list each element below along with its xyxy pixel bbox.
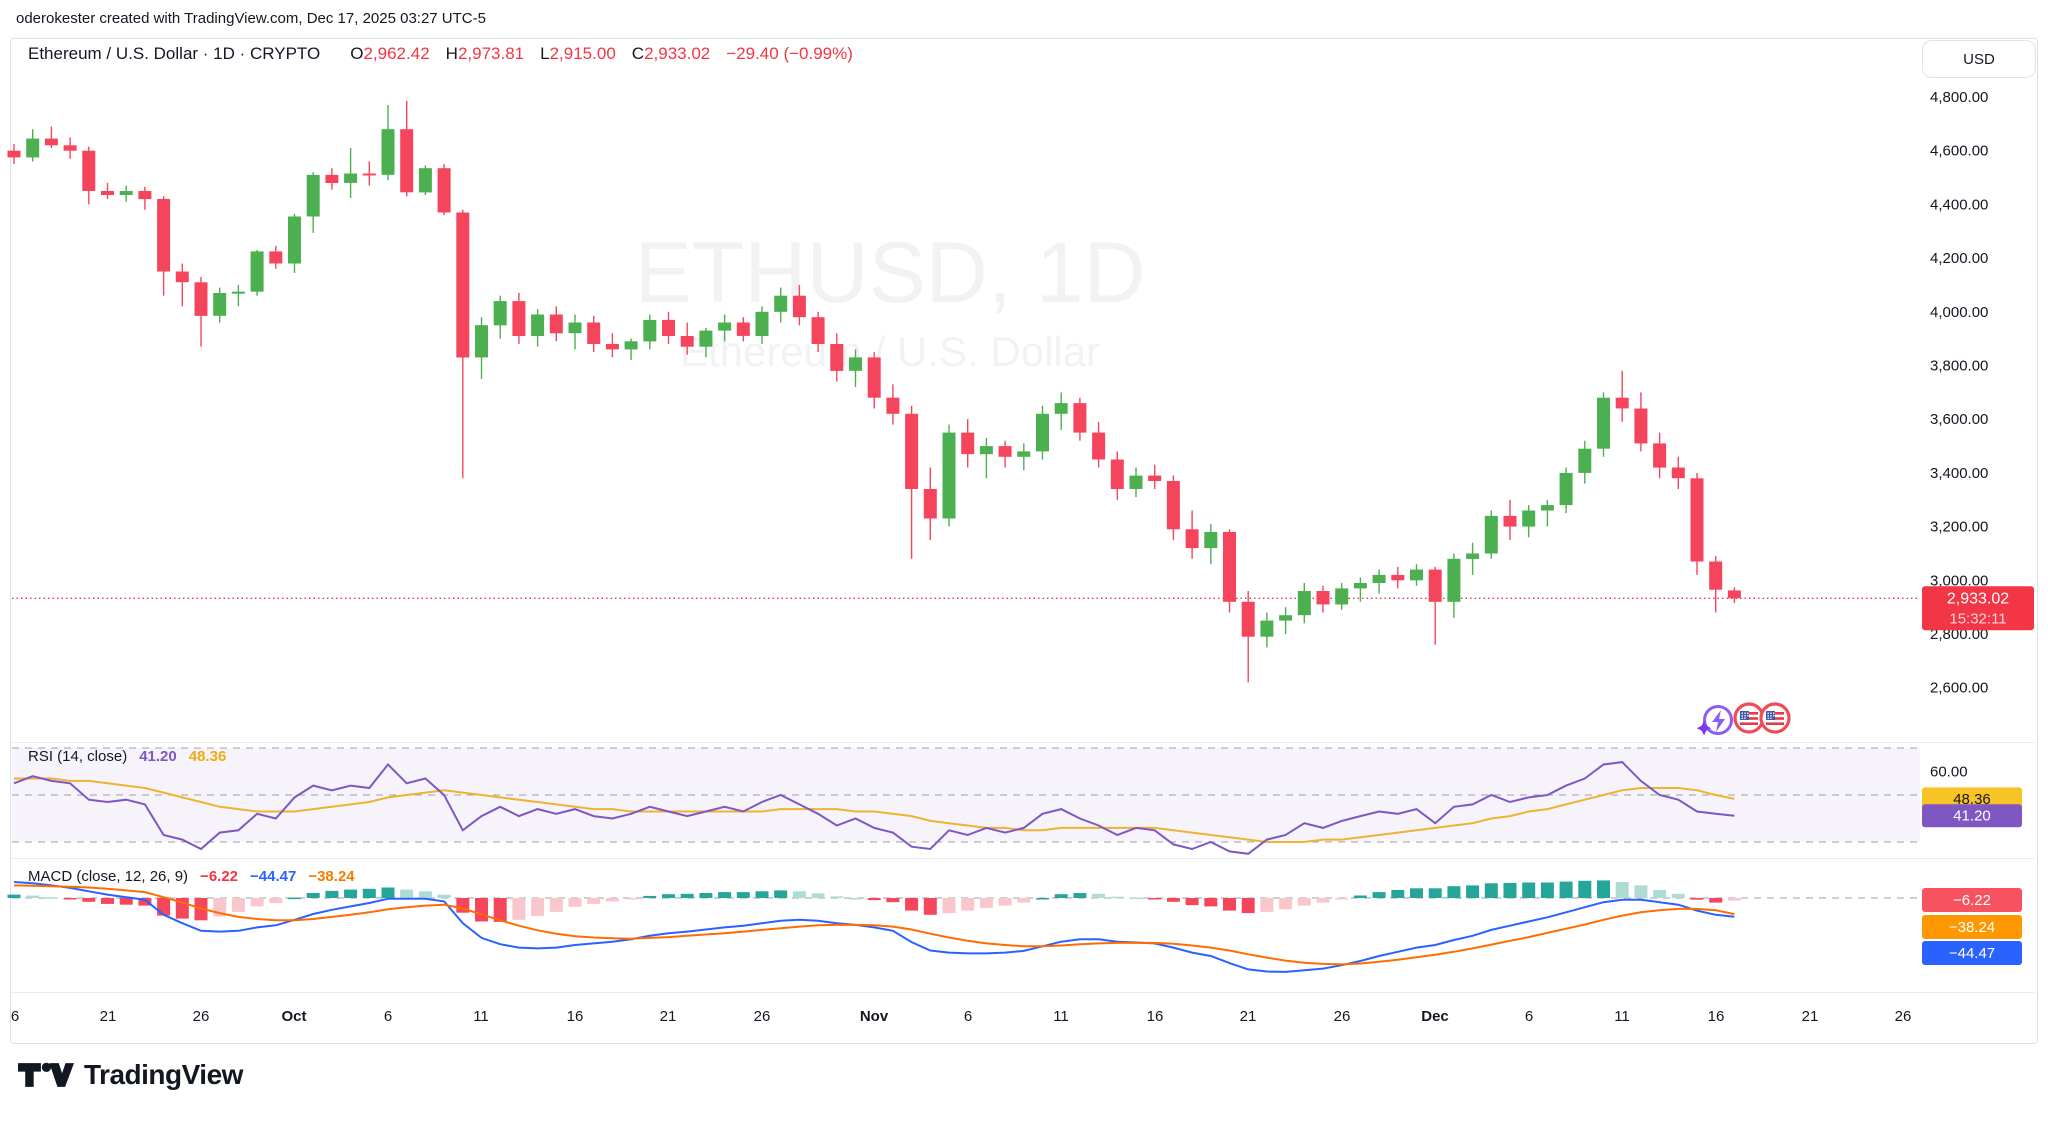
rsi-pane-title: RSI (14, close) 41.20 48.36 (28, 748, 226, 765)
currency-usd-button[interactable]: USD (1922, 40, 2036, 78)
svg-text:26: 26 (1895, 1008, 1912, 1025)
svg-text:48.36: 48.36 (1953, 791, 1991, 808)
svg-text:4,800.00: 4,800.00 (1930, 89, 1988, 106)
ai-sparkle-icon (1696, 705, 1733, 736)
svg-text:15:32:11: 15:32:11 (1949, 610, 2006, 627)
tradingview-logo[interactable]: TradingView (18, 1058, 243, 1092)
macd-indicator-label[interactable]: MACD (close, 12, 26, 9) (28, 868, 189, 885)
svg-text:−38.24: −38.24 (1949, 919, 1995, 936)
rsi-value: 41.20 (139, 748, 177, 765)
change-readout: −29.40 (−0.99%) (726, 44, 853, 63)
svg-text:4,000.00: 4,000.00 (1930, 304, 1988, 321)
svg-text:3,200.00: 3,200.00 (1930, 519, 1988, 536)
svg-text:−44.47: −44.47 (1949, 945, 1995, 962)
svg-text:21: 21 (660, 1008, 677, 1025)
svg-text:3,600.00: 3,600.00 (1930, 411, 1988, 428)
event-icons[interactable] (1696, 702, 1791, 736)
high-readout: H2,973.81 (445, 44, 525, 63)
svg-text:2,933.02: 2,933.02 (1947, 590, 2009, 607)
macd-signal-value: −38.24 (308, 868, 355, 885)
svg-text:26: 26 (754, 1008, 771, 1025)
low-readout: L2,915.00 (540, 44, 616, 63)
macd-line-value: −44.47 (250, 868, 297, 885)
svg-text:41.20: 41.20 (1953, 808, 1991, 825)
svg-text:4,600.00: 4,600.00 (1930, 143, 1988, 160)
svg-text:3,400.00: 3,400.00 (1930, 465, 1988, 482)
svg-text:2,600.00: 2,600.00 (1930, 680, 1988, 697)
svg-text:11: 11 (473, 1008, 489, 1025)
svg-text:ETHUSD, 1D: ETHUSD, 1D (634, 225, 1145, 321)
macd-axis[interactable]: −6.22 −38.24 −44.47 (1922, 888, 2022, 965)
watermark: ETHUSD, 1D Ethereum / U.S. Dollar (634, 225, 1145, 375)
macd-line (13, 881, 1735, 973)
svg-text:6: 6 (11, 1008, 19, 1025)
macd-pane-title: MACD (close, 12, 26, 9) −6.22 −44.47 −38… (28, 868, 355, 885)
svg-text:−6.22: −6.22 (1953, 892, 1991, 909)
close-readout: C2,933.02 (631, 44, 711, 63)
symbol-bar: Ethereum / U.S. Dollar · 1D · CRYPTO O2,… (28, 44, 853, 64)
svg-text:Nov: Nov (860, 1008, 889, 1025)
svg-text:3,800.00: 3,800.00 (1930, 358, 1988, 375)
svg-text:11: 11 (1614, 1008, 1630, 1025)
svg-text:4,400.00: 4,400.00 (1930, 196, 1988, 213)
svg-text:60.00: 60.00 (1930, 764, 1968, 781)
open-readout: O2,962.42 (350, 44, 430, 63)
svg-text:6: 6 (384, 1008, 392, 1025)
svg-text:16: 16 (1147, 1008, 1164, 1025)
rsi-ma-line (14, 777, 1735, 843)
svg-text:16: 16 (1708, 1008, 1725, 1025)
svg-text:6: 6 (964, 1008, 972, 1025)
macd-histogram (7, 880, 1741, 922)
macd-hist-value: −6.22 (200, 868, 239, 885)
svg-text:21: 21 (1240, 1008, 1257, 1025)
symbol-title[interactable]: Ethereum / U.S. Dollar · 1D · CRYPTO (28, 44, 321, 63)
svg-text:4,200.00: 4,200.00 (1930, 250, 1988, 267)
candlestick-series[interactable] (7, 101, 1741, 683)
last-price-badge: 2,933.02 15:32:11 (1922, 586, 2034, 631)
svg-text:6: 6 (1525, 1008, 1533, 1025)
svg-text:21: 21 (1802, 1008, 1819, 1025)
macd-signal-line (13, 884, 1735, 966)
rsi-indicator-label[interactable]: RSI (14, close) (28, 748, 128, 765)
rsi-ma-value: 48.36 (188, 748, 227, 765)
svg-text:21: 21 (100, 1008, 117, 1025)
us-flag-icon (1759, 702, 1791, 734)
svg-text:Ethereum / U.S. Dollar: Ethereum / U.S. Dollar (680, 328, 1100, 375)
rsi-line (13, 761, 1735, 855)
tradingview-logo-icon (18, 1062, 74, 1087)
svg-text:26: 26 (1334, 1008, 1351, 1025)
svg-text:16: 16 (567, 1008, 584, 1025)
svg-text:Dec: Dec (1421, 1008, 1449, 1025)
price-axis[interactable]: 4,800.00 4,600.00 4,400.00 4,200.00 4,000.00… (1930, 89, 1988, 697)
pane-separators[interactable] (11, 742, 2035, 993)
svg-text:3,000.00: 3,000.00 (1930, 572, 1988, 589)
svg-text:11: 11 (1053, 1008, 1069, 1025)
svg-text:26: 26 (193, 1008, 210, 1025)
time-axis[interactable]: 6 21 26 Oct 6 11 16 21 26 Nov 6 11 16 21 26 Dec 6 11 16 21 2… (11, 1008, 1912, 1025)
svg-text:Oct: Oct (281, 1008, 306, 1025)
tradingview-logo-text: TradingView (84, 1059, 243, 1090)
attribution-text: oderokester created with TradingView.com… (16, 10, 486, 27)
us-flag-icon (1733, 702, 1765, 734)
